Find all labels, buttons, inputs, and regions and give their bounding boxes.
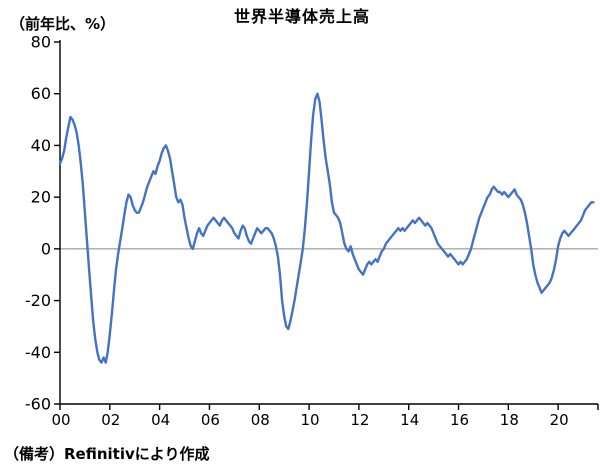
chart-source-note: （備考）Refinitivにより作成: [4, 445, 210, 463]
y-tick-label: 20: [31, 188, 51, 207]
y-axis-unit-label: （前年比、%）: [10, 15, 116, 33]
y-tick-label: 60: [31, 84, 51, 103]
series-line: [58, 92, 595, 364]
x-tick-label: 20: [550, 411, 569, 429]
x-tick-label: 16: [450, 411, 469, 429]
x-tick-label: 02: [101, 411, 120, 429]
y-tick-label: -60: [25, 395, 51, 414]
x-tick-label: 08: [251, 411, 270, 429]
y-tick-label: 80: [31, 33, 51, 52]
y-tick-label: 0: [41, 239, 51, 258]
chart-title: 世界半導体売上高: [233, 7, 370, 26]
x-tick-label: 06: [201, 411, 220, 429]
y-tick-label: -20: [25, 291, 51, 310]
x-tick-label: 10: [301, 411, 320, 429]
y-tick-label: -40: [25, 343, 51, 362]
x-tick-label: 14: [400, 411, 419, 429]
x-tick-label: 12: [350, 411, 369, 429]
x-tick-label: 00: [51, 411, 70, 429]
y-tick-label: 40: [31, 136, 51, 155]
x-tick-label: 18: [500, 411, 519, 429]
x-tick-label: 04: [151, 411, 170, 429]
